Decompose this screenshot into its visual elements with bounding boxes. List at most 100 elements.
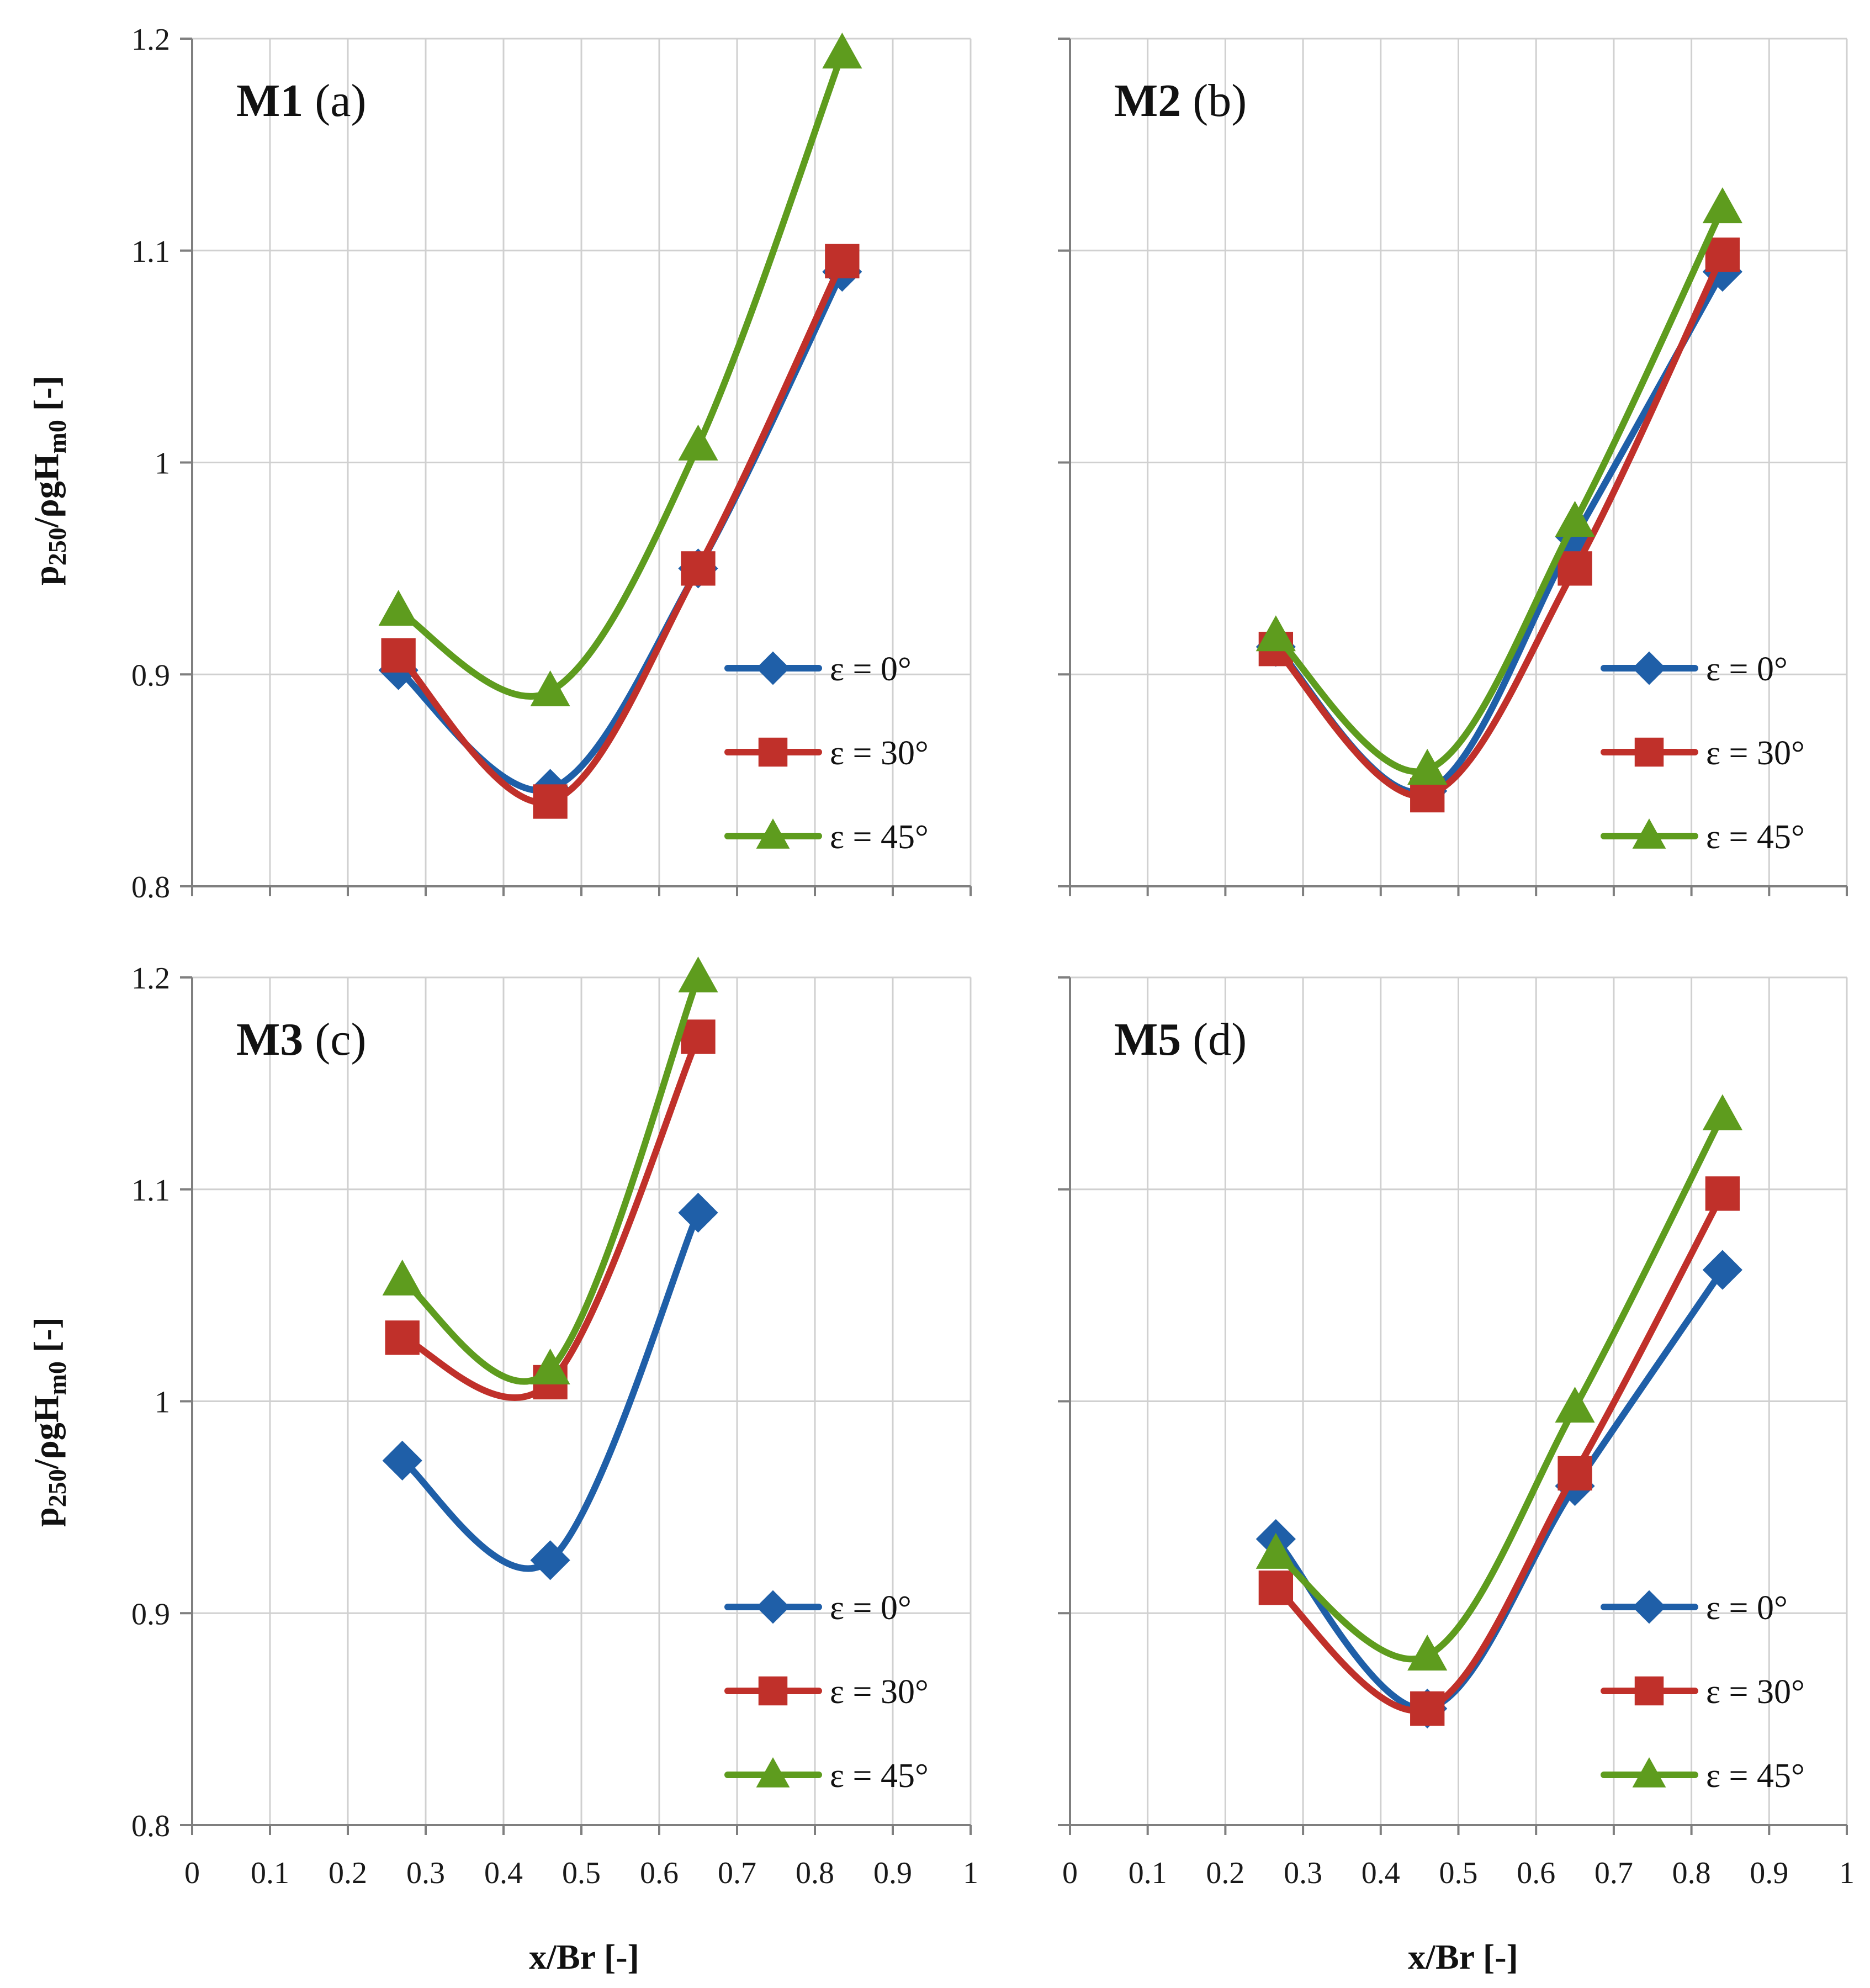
series-line [395,268,846,794]
panel-m1: 0.8 0.9 1 1.1 1.2 M1 (a) ε = 0° ε = 30° ε = 45° [131,23,972,905]
series-line [395,257,846,806]
legend-item: ε = 45° [724,818,929,856]
data-point [533,784,568,819]
legend-item: ε = 0° [1601,651,1788,688]
y-tick-label: 1.1 [131,1173,170,1208]
legend-marker [756,651,790,685]
data-point [1705,1176,1740,1211]
x-tick-label: 0.2 [329,1856,367,1890]
x-tick-label: 0.2 [1206,1856,1244,1890]
panel-m3: 0 0.1 0.2 0.3 0.4 0.5 0.6 0.7 0.8 0.9 1 0.8 0.9 1 1.1 1… [131,956,978,1890]
panel-letter: (d) [1181,1014,1247,1065]
series-eps-2 [382,956,718,1385]
series-eps-2 [378,32,862,707]
x-tick-label: 0.7 [1594,1856,1633,1890]
data-point [382,1259,422,1296]
series-line [1272,1112,1726,1663]
data-point [1410,1691,1445,1726]
series-eps-2 [1256,187,1742,785]
legend-label: ε = 0° [1706,651,1788,688]
legend-item: ε = 0° [724,1589,912,1627]
panel-model: M3 [236,1014,303,1065]
y-tick-label: 1.2 [131,23,170,57]
legend-label: ε = 45° [1706,1757,1805,1795]
data-point [825,244,860,279]
legend-label: ε = 30° [1706,1673,1805,1711]
y-title-sub2: m0 [43,1361,71,1395]
panel-label: M3 (c) [236,1014,367,1065]
data-point [1256,615,1296,652]
data-point [1702,1094,1742,1130]
data-point [678,424,718,461]
x-tick-label: 0 [1062,1856,1078,1890]
data-point [681,1019,716,1054]
legend-label: ε = 0° [830,651,912,688]
x-tick-label: 0.1 [251,1856,289,1890]
x-tick-label: 0.4 [484,1856,523,1890]
y-title-main: p [27,565,66,585]
x-tick-label: 0.1 [1129,1856,1167,1890]
legend-marker [756,1757,790,1788]
svg-text:p250/ρgHm0 [-]: p250/ρgHm0 [-] [27,376,71,585]
panel-m2: M2 (b) ε = 0° ε = 30° ε = 45° [1058,38,1848,896]
series-line [1272,205,1726,775]
legend-marker [1632,651,1666,685]
legend-marker [1632,818,1666,849]
legend-marker [1632,1757,1666,1788]
panel-model: M5 [1114,1014,1181,1065]
legend-marker [756,1590,790,1624]
legend-marker [1634,1676,1664,1706]
series-line [1272,251,1726,800]
x-tick-label: 0.3 [406,1856,445,1890]
y-tick-label: 1 [155,447,170,481]
data-point [1558,1456,1592,1491]
legend-item: ε = 30° [724,1673,929,1711]
data-point [1555,501,1595,537]
panel-model: M2 [1114,75,1181,126]
y-title-sub2: m0 [43,420,71,453]
data-point [1256,1532,1296,1569]
x-tick-label: 0 [184,1856,200,1890]
data-point [1407,1635,1448,1671]
y-title-sub1: 250 [43,527,71,565]
legend-item: ε = 30° [1601,1673,1805,1711]
panel-label: M2 (b) [1114,75,1247,126]
data-point [1702,187,1742,224]
legend-item: ε = 30° [1601,734,1805,772]
legend: ε = 0° ε = 30° ε = 45° [724,651,929,856]
panel-m5: 0 0.1 0.2 0.3 0.4 0.5 0.6 0.7 0.8 0.9 1 M5 (d) ε = 0… [1058,976,1855,1890]
series-line [395,50,846,700]
x-axis-title-left: x/Br [-] [529,1937,639,1976]
x-tick-label: 0.5 [1439,1856,1478,1890]
y-title-mid: /ρgH [27,1395,66,1469]
legend: ε = 0° ε = 30° ε = 45° [724,1589,929,1795]
chart-panels: 0.80.911.11.2M1 (a)ε = 0°ε = 30°ε = 45°M… [131,23,1855,1890]
data-point [681,551,716,586]
data-point [530,670,570,707]
x-tick-label: 0.9 [873,1856,912,1890]
legend-marker [758,1676,788,1706]
series-line [399,974,702,1385]
y-tick-label: 1 [155,1386,170,1420]
legend-item: ε = 45° [1601,1757,1805,1795]
legend-label: ε = 45° [830,1757,929,1795]
data-point [530,1349,570,1385]
series-line [1272,1266,1726,1712]
data-point [822,32,862,68]
series-line [1272,1190,1726,1714]
x-tick-label: 0.8 [1672,1856,1711,1890]
x-tick-label: 0.8 [796,1856,834,1890]
x-tick-label: 0.6 [640,1856,679,1890]
legend: ε = 0° ε = 30° ε = 45° [1601,1589,1805,1795]
data-point [1705,237,1740,272]
legend-marker [1634,737,1664,767]
legend-label: ε = 45° [830,818,929,856]
x-tick-label: 0.9 [1750,1856,1788,1890]
legend: ε = 0° ε = 30° ε = 45° [1601,651,1805,856]
data-point [1258,1571,1294,1605]
panel-letter: (a) [303,75,366,126]
x-tick-label: 0.4 [1362,1856,1400,1890]
series-eps-0 [382,1192,718,1580]
series-eps-0 [1256,1250,1742,1729]
panel-letter: (b) [1181,75,1247,126]
